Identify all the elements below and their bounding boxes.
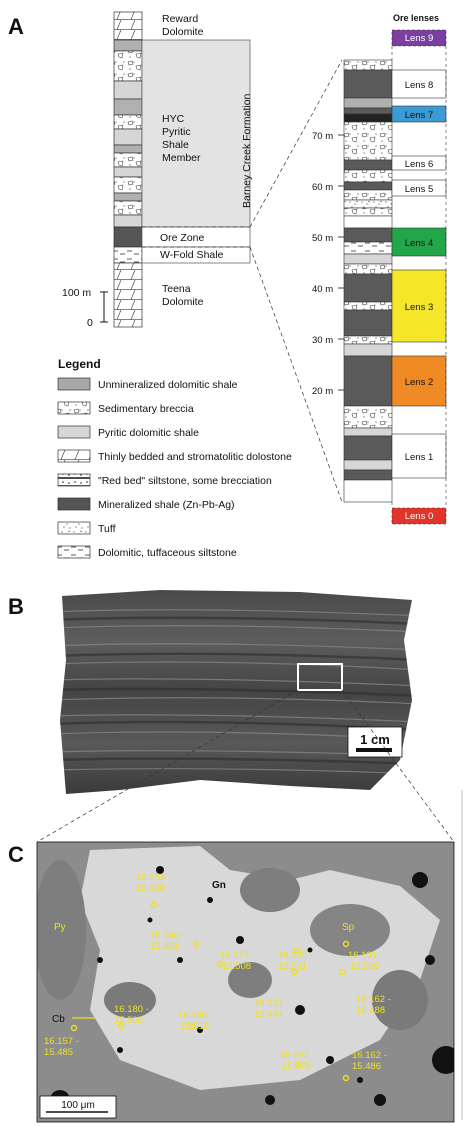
- formation-label: Barney Creek Formation: [241, 93, 253, 208]
- depth-60: 60 m: [312, 182, 333, 193]
- unit-wfold: W-Fold Shale: [160, 249, 224, 261]
- lens-0: Lens 0: [405, 511, 434, 522]
- spot-9-a: 16.162 -: [356, 994, 391, 1005]
- spot-5-b: 15.529: [350, 961, 379, 972]
- sem-frame: [36, 841, 455, 1123]
- unit-reward-2: Dolomite: [162, 26, 204, 38]
- sem-micrograph: [37, 842, 454, 1122]
- spot-12-b: 15.486: [352, 1061, 381, 1072]
- depth-ticks: [338, 134, 344, 391]
- lens-9: Lens 9: [405, 33, 434, 44]
- mineral-py: Py: [54, 922, 66, 933]
- unit-ore-zone: Ore Zone: [160, 232, 205, 244]
- lens-1: Lens 1: [405, 452, 434, 463]
- legend-item-8: Dolomitic, tuffaceous siltstone: [98, 547, 237, 559]
- photo-scale-box: [347, 726, 403, 758]
- legend-title: Legend: [58, 357, 101, 371]
- strat-column: [113, 11, 251, 328]
- spot-11-a: 16.152 -: [280, 1050, 315, 1061]
- spot-8-a: 16.132 -: [254, 998, 289, 1009]
- unit-teena-1: Teena: [162, 283, 191, 295]
- depth-40: 40 m: [312, 284, 333, 295]
- unit-reward-1: Reward: [162, 13, 198, 25]
- unit-hyc-2: Pyritic: [162, 126, 191, 138]
- sem-scale-label: 100 μm: [61, 1100, 95, 1111]
- spot-3-b: 15.508: [222, 961, 251, 972]
- spot-6-a: 16.180 -: [114, 1004, 149, 1015]
- panel-label-b: B: [8, 594, 24, 619]
- spot-1-b: 15.480: [136, 883, 165, 894]
- lens-3: Lens 3: [405, 302, 434, 313]
- scale-100m: 100 m: [62, 287, 91, 299]
- lens-7: Lens 7: [405, 110, 434, 121]
- ore-lens-boxes: [391, 29, 447, 525]
- mineral-gn: Gn: [212, 880, 226, 891]
- unit-teena-2: Dolomite: [162, 296, 204, 308]
- ore-column: [343, 59, 393, 503]
- spot-7-a: 16.180 -: [178, 1010, 213, 1021]
- legend-item-7: Tuff: [98, 523, 116, 535]
- spot-9-b: 16.488: [356, 1005, 385, 1016]
- unit-hyc-3: Shale: [162, 139, 189, 151]
- photo-scale-label: 1 cm: [360, 732, 390, 747]
- panel-label-c: C: [8, 842, 24, 867]
- photo-zoom-connectors: [36, 689, 455, 843]
- lens-4: Lens 4: [405, 238, 434, 249]
- spot-10-a: 16.157 -: [44, 1036, 79, 1047]
- lens-2: Lens 2: [405, 377, 434, 388]
- legend-swatches: [57, 377, 91, 559]
- spot-10-b: 15.485: [44, 1047, 73, 1058]
- spot-6-b: 15.508: [114, 1015, 143, 1026]
- panel-label-a: A: [8, 14, 24, 39]
- depth-20: 20 m: [312, 386, 333, 397]
- sem-scale-box: [39, 1095, 117, 1119]
- legend-item-5: "Red bed" siltstone, some brecciation: [98, 475, 272, 487]
- spot-7-b: 15.518: [180, 1021, 209, 1032]
- mineral-cb: Cb: [52, 1014, 65, 1025]
- lens-8: Lens 8: [405, 80, 434, 91]
- spot-8-b: 15.444: [254, 1009, 283, 1020]
- depth-30: 30 m: [312, 335, 333, 346]
- spot-2-a: 16.140 -: [150, 930, 185, 941]
- depth-70: 70 m: [312, 131, 333, 142]
- spot-3-a: 16.177 -: [220, 950, 255, 961]
- depth-50: 50 m: [312, 233, 333, 244]
- legend-item-4: Thinly bedded and stromatolitic doloston…: [98, 451, 292, 463]
- spot-5-a: 16.191 -: [348, 950, 383, 961]
- unit-hyc-4: Member: [162, 152, 201, 164]
- spot-4-a: 16.192 -: [278, 950, 313, 961]
- spot-4-b: 15.531: [278, 961, 307, 972]
- spot-1-a: 16.153 -: [136, 872, 171, 883]
- spot-2-b: 15.461: [150, 941, 179, 952]
- rock-sample-photo: [60, 590, 412, 794]
- lens-6: Lens 6: [405, 159, 434, 170]
- legend-item-6: Mineralized shale (Zn-Pb-Ag): [98, 499, 235, 511]
- strat-scale: [100, 291, 108, 323]
- mineral-sp: Sp: [342, 922, 355, 933]
- lens-5: Lens 5: [405, 184, 434, 195]
- legend-item-2: Sedimentary breccia: [98, 403, 194, 415]
- unit-hyc-1: HYC: [162, 113, 185, 125]
- spot-12-a: 16.162 -: [352, 1050, 387, 1061]
- spot-11-b: 15.475: [282, 1061, 311, 1072]
- legend-item-1: Unmineralized dolomitic shale: [98, 379, 238, 391]
- zoom-connectors: [142, 59, 343, 503]
- ore-lenses-title: Ore lenses: [393, 13, 439, 23]
- legend-item-3: Pyritic dolomitic shale: [98, 427, 199, 439]
- scale-0: 0: [87, 317, 93, 329]
